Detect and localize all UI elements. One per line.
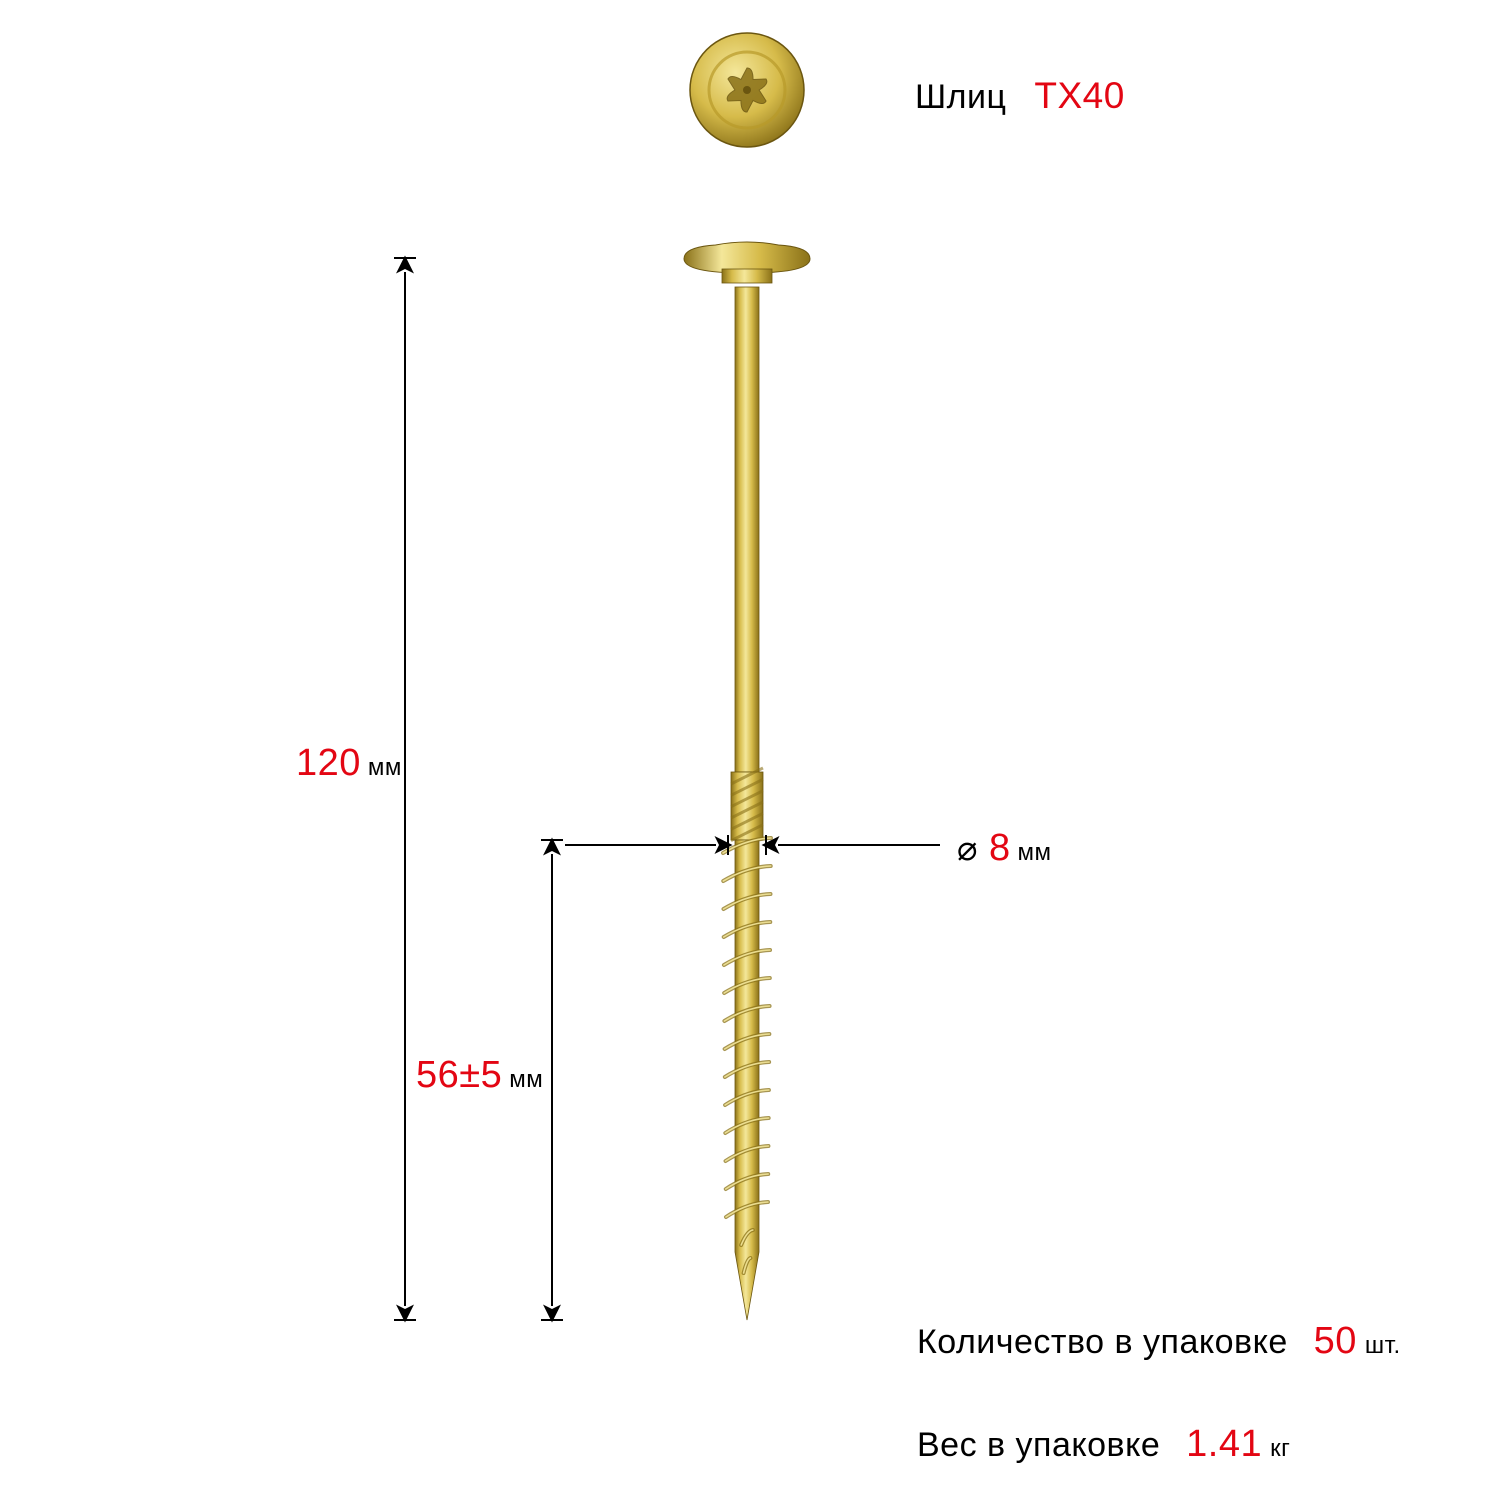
diameter-dimension-label: ⌀ 8 мм [957,827,1052,870]
thread-dimension-label: 56±5 мм [416,1054,543,1097]
diameter-symbol: ⌀ [957,830,978,868]
drive-value: TX40 [1034,75,1124,116]
diameter-unit: мм [1018,839,1052,866]
drive-key: Шлиц [915,78,1006,116]
pack-qty-key: Количество в упаковке [917,1323,1288,1361]
diameter-value: 8 [989,827,1011,869]
thread-unit: мм [509,1066,543,1093]
pack-weight-label: Вес в упаковке 1.41 кг [917,1423,1290,1466]
length-unit: мм [368,754,402,781]
screw-head-top-icon [690,33,804,147]
pack-weight-value: 1.41 [1186,1423,1262,1465]
length-dimension-label: 120 мм [296,742,402,785]
thread-value: 56±5 [416,1054,502,1096]
drive-label: Шлиц TX40 [915,75,1125,117]
pack-weight-unit: кг [1270,1435,1290,1462]
pack-qty-label: Количество в упаковке 50 шт. [917,1320,1401,1363]
length-value: 120 [296,742,361,784]
pack-qty-unit: шт. [1365,1332,1401,1359]
pack-weight-key: Вес в упаковке [917,1426,1160,1464]
screw-side-icon [684,242,810,1320]
pack-qty-value: 50 [1314,1320,1357,1362]
